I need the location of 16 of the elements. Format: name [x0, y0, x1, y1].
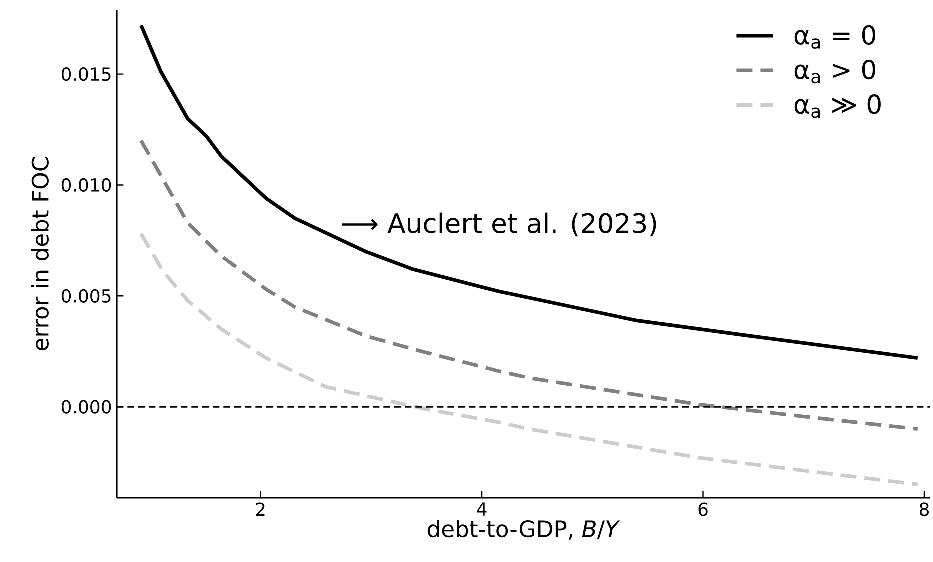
legend-label: α$_{a}$ ≫ 0 [794, 94, 881, 118]
y-tick-label: 0.005 [62, 289, 111, 303]
line-series [140, 24, 920, 360]
x-tick-label: 8 [920, 502, 929, 516]
x-tick-label: 6 [698, 502, 708, 516]
y-axis-title: error in debt FOC [31, 157, 49, 350]
y-tick-label: 0.000 [62, 400, 112, 414]
y-tick-label: 0.015 [62, 68, 111, 82]
line-series [140, 139, 920, 432]
y-tick-label: 0.010 [62, 178, 112, 192]
annotation: ⟶ Auclert et al. (2023) [342, 212, 656, 237]
x-tick-label: 4 [477, 502, 487, 516]
legend-label: α$_{a}$ > 0 [794, 60, 876, 84]
x-axis-title: debt-to-GDP, B/Y [428, 520, 620, 540]
x-tick-label: 2 [256, 502, 265, 516]
legend-label: α$_{a}$ = 0 [794, 25, 876, 50]
